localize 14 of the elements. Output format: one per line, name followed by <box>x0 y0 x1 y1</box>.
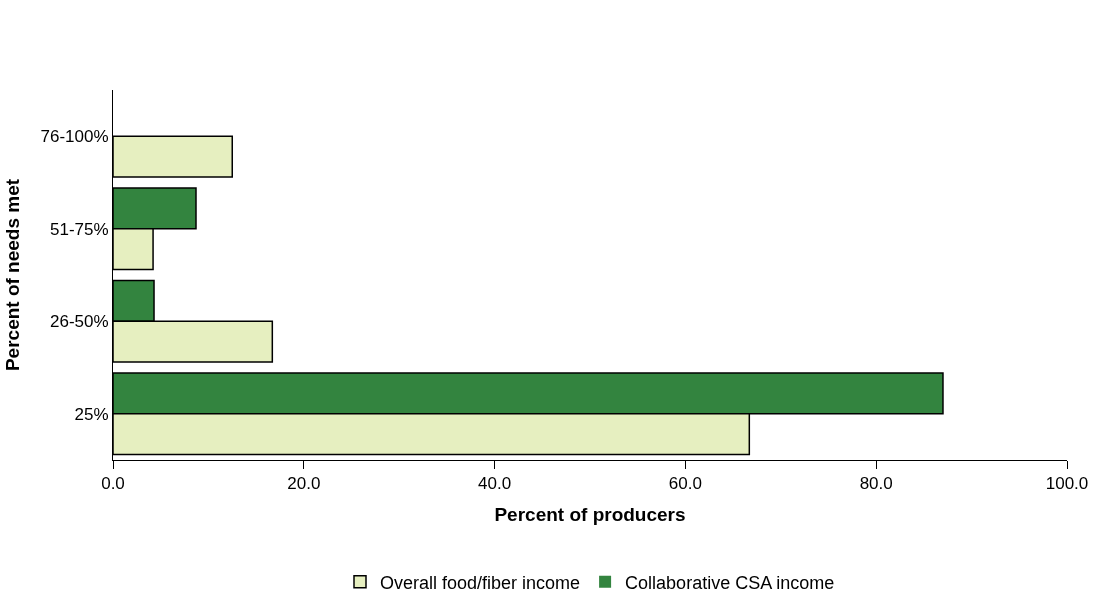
y-tick-label: 51-75% <box>49 219 109 239</box>
x-tick-label: 60.0 <box>668 474 702 494</box>
y-tick-label: 25% <box>74 404 109 424</box>
x-tick-label: 20.0 <box>287 474 321 494</box>
x-tick-label: 100.0 <box>1045 474 1089 494</box>
y-tick-label: 76-100% <box>40 127 109 147</box>
y-tick-label: 26-50% <box>49 312 109 332</box>
x-tick-label: 80.0 <box>859 474 893 494</box>
x-axis-title: Percent of producers <box>494 504 686 526</box>
x-tick-label: 40.0 <box>478 474 512 494</box>
legend-label: Overall food/fiber income <box>380 572 581 593</box>
legend-label: Collaborative CSA income <box>625 572 835 593</box>
y-axis-title: Percent of needs met <box>2 178 24 372</box>
x-tick-label: 0.0 <box>101 474 125 494</box>
